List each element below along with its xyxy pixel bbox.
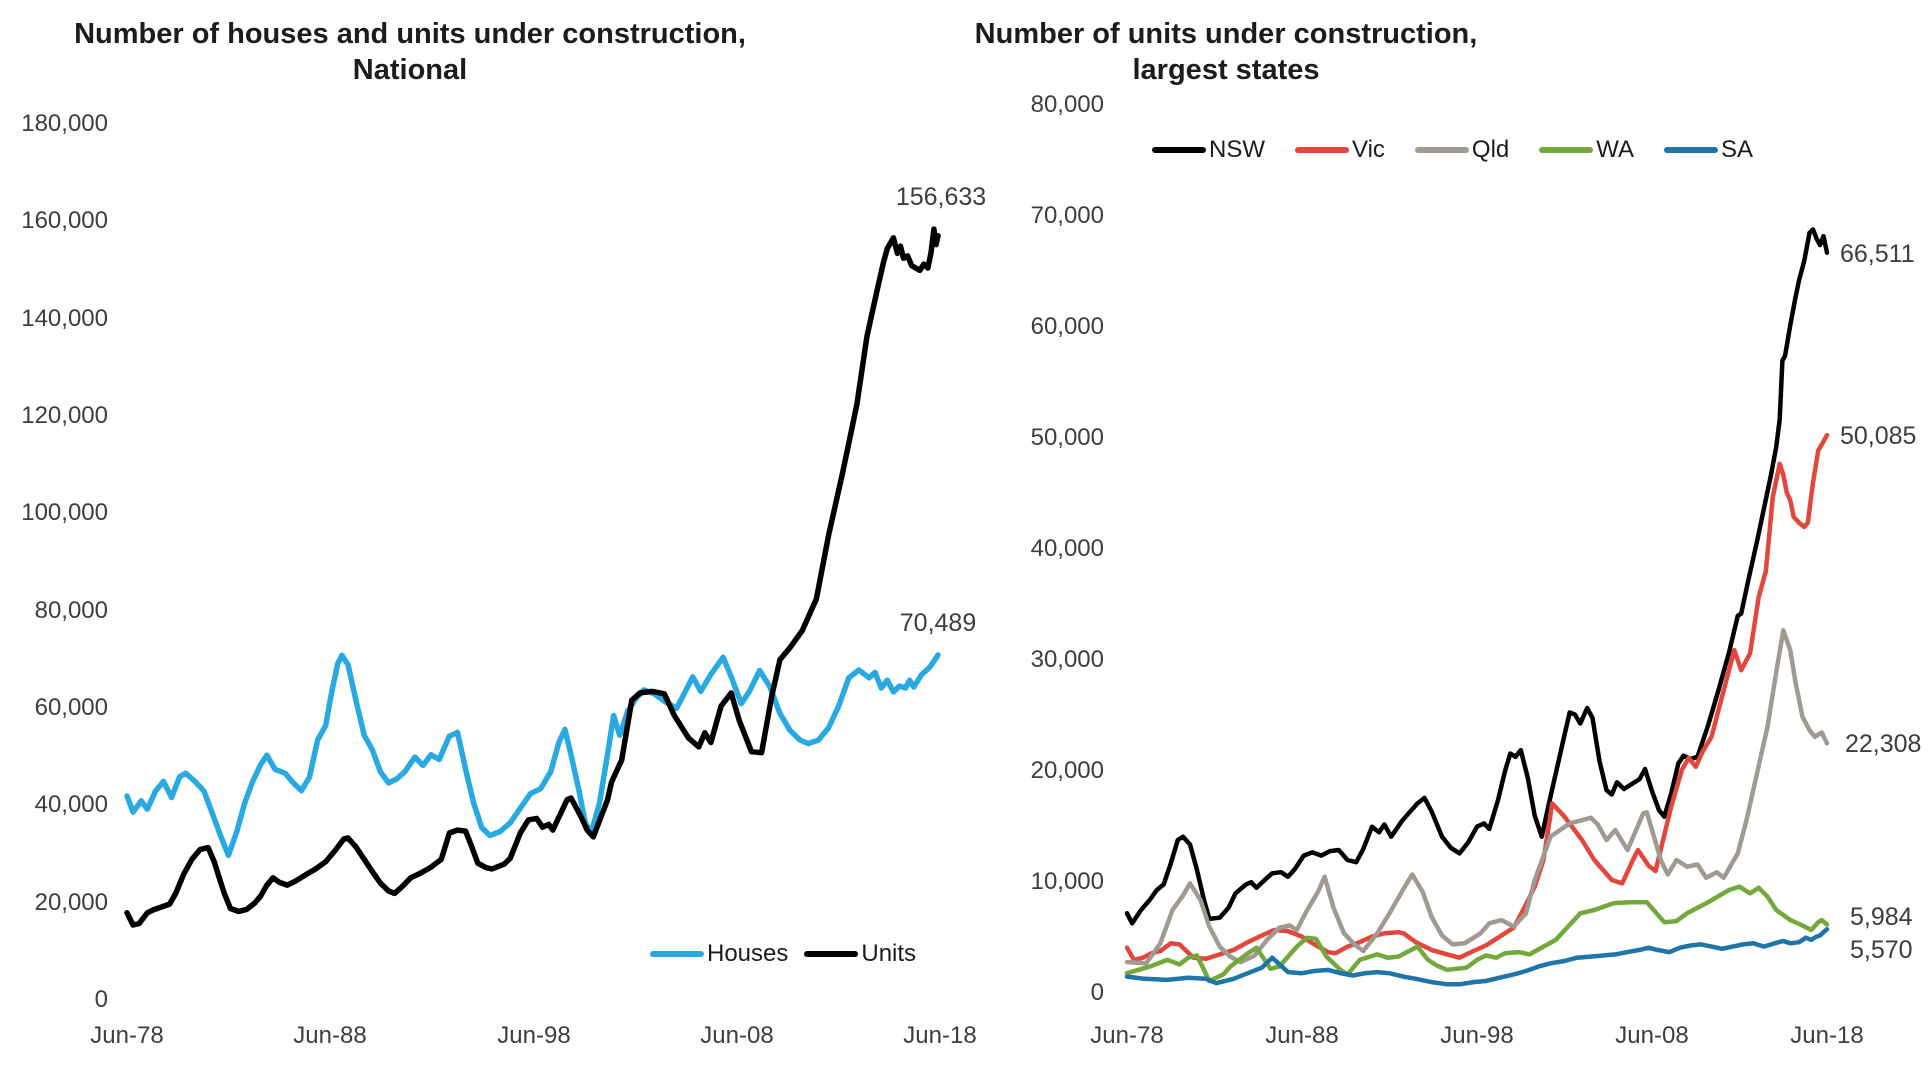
national-ytick-140000: 140,000 [21, 305, 108, 332]
legend-label-nsw: NSW [1209, 136, 1265, 163]
states-xtick-jun08: Jun-08 [1615, 1022, 1689, 1049]
legend-item-vic: Vic [1295, 136, 1385, 164]
national-xtick-jun18: Jun-18 [903, 1022, 977, 1049]
national-ytick-120000: 120,000 [21, 402, 108, 429]
series-line-units [124, 226, 941, 928]
national-legend: Houses Units [650, 940, 916, 968]
series-line-sa [1124, 926, 1830, 987]
national-chart-title-line2: National [352, 54, 468, 86]
wa-end-value-label: 5,984 [1850, 903, 1913, 931]
legend-item-qld: Qld [1414, 136, 1510, 164]
series-line-nsw [1124, 227, 1830, 926]
national-ytick-100000: 100,000 [21, 499, 108, 526]
national-ytick-60000: 60,000 [34, 694, 108, 721]
national-xtick-jun78: Jun-78 [90, 1022, 164, 1049]
houses-end-value-label: 70,489 [899, 609, 977, 637]
states-ytick-60000: 60,000 [1030, 313, 1104, 340]
legend-label-qld: Qld [1471, 136, 1510, 163]
states-ytick-20000: 20,000 [1030, 757, 1104, 784]
national-ytick-160000: 160,000 [21, 207, 108, 234]
states-ytick-70000: 70,000 [1030, 202, 1104, 229]
states-xtick-jun78: Jun-78 [1090, 1022, 1164, 1049]
national-ytick-20000: 20,000 [34, 889, 108, 916]
national-xtick-jun88: Jun-88 [293, 1022, 367, 1049]
sa-end-value-label: 5,570 [1850, 936, 1913, 964]
series-line-qld [1124, 628, 1830, 966]
states-xtick-jun18: Jun-18 [1790, 1022, 1864, 1049]
legend-label-sa: SA [1721, 136, 1754, 163]
national-ytick-0: 0 [94, 986, 108, 1013]
qld-line-swatch [1414, 147, 1469, 153]
units-end-value-label: 156,633 [895, 183, 987, 211]
states-xtick-jun88: Jun-88 [1265, 1022, 1339, 1049]
states-ytick-50000: 50,000 [1030, 424, 1104, 451]
states-ytick-80000: 80,000 [1030, 91, 1104, 118]
legend-label-vic: Vic [1352, 136, 1385, 163]
series-line-wa [1124, 884, 1830, 984]
states-chart-title-line1: Number of units under construction, [974, 18, 1478, 50]
legend-item-nsw: NSW [1152, 136, 1265, 164]
vic-end-value-label: 50,085 [1840, 422, 1917, 450]
states-xtick-jun98: Jun-98 [1440, 1022, 1514, 1049]
states-legend: NSW Vic Qld WA SA [1152, 136, 1753, 164]
vic-line-swatch [1295, 147, 1349, 153]
national-chart-title-line1: Number of houses and units under constru… [74, 18, 746, 50]
legend-item-sa: SA [1664, 136, 1753, 164]
qld-end-value-label: 22,308 [1845, 730, 1922, 758]
wa-line-swatch [1539, 147, 1594, 153]
legend-label-wa: WA [1596, 136, 1635, 163]
states-ytick-40000: 40,000 [1030, 535, 1104, 562]
national-xtick-jun08: Jun-08 [700, 1022, 774, 1049]
legend-label-houses: Houses [707, 940, 789, 967]
houses-line-swatch [650, 951, 704, 957]
national-ytick-80000: 80,000 [34, 597, 108, 624]
states-ytick-0: 0 [1090, 979, 1104, 1006]
series-line-vic [1124, 432, 1830, 963]
sa-line-swatch [1664, 147, 1719, 153]
series-line-houses [124, 652, 941, 859]
states-chart-title-line2: largest states [1132, 54, 1320, 86]
legend-label-units: Units [861, 940, 917, 967]
states-ytick-10000: 10,000 [1030, 868, 1104, 895]
national-xtick-jun98: Jun-98 [497, 1022, 571, 1049]
national-ytick-40000: 40,000 [34, 791, 108, 818]
nsw-line-swatch [1152, 147, 1206, 153]
nsw-end-value-label: 66,511 [1840, 240, 1915, 268]
national-ytick-180000: 180,000 [21, 110, 108, 137]
units-line-swatch [804, 951, 859, 957]
states-ytick-30000: 30,000 [1030, 646, 1104, 673]
legend-item-wa: WA [1539, 136, 1634, 164]
legend-item-houses: Houses [650, 940, 788, 968]
legend-item-units: Units [804, 940, 916, 968]
